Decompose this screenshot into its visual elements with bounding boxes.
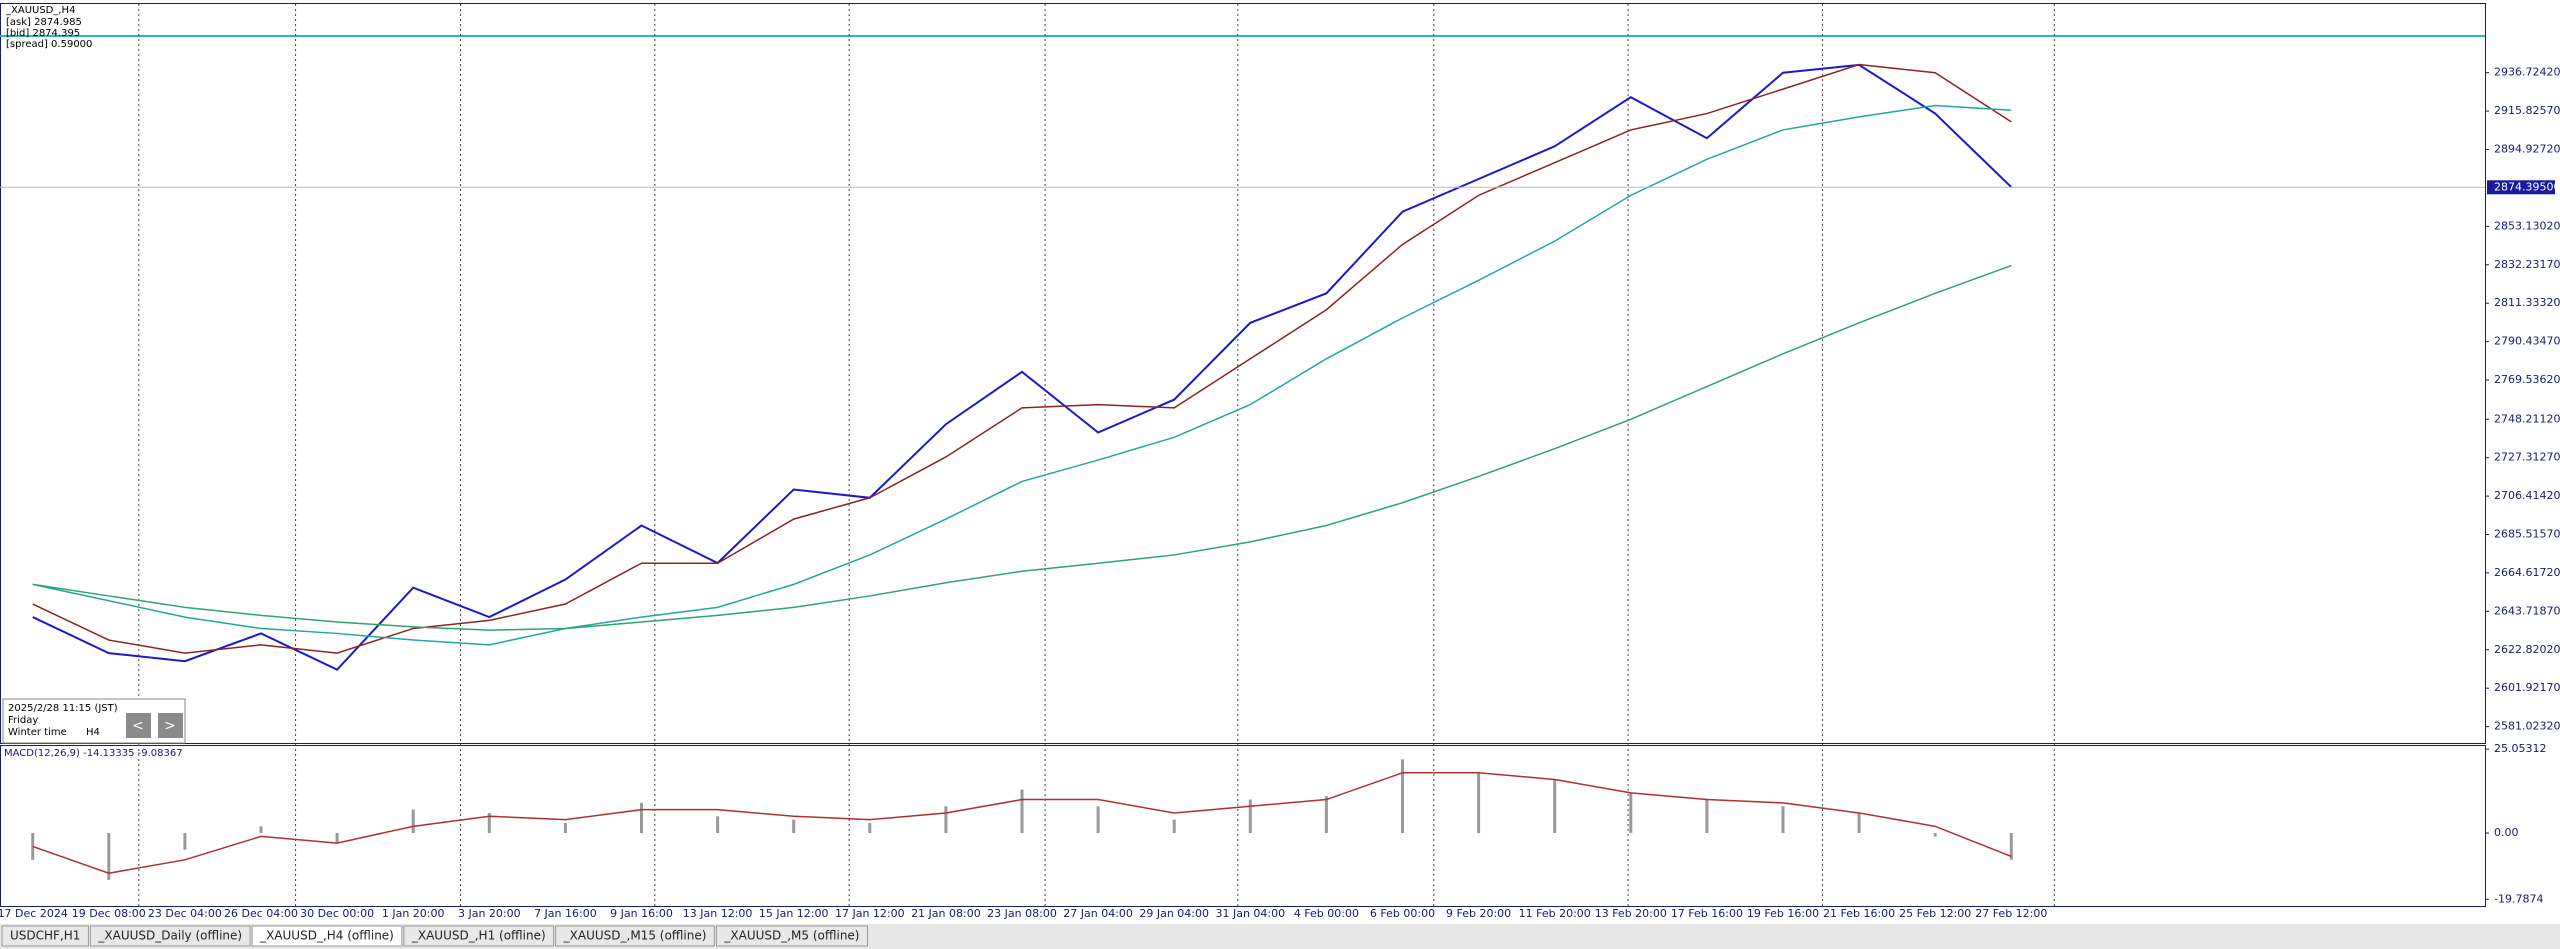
y-tick-label: 2790.43470 — [2494, 335, 2560, 348]
ask: [ask] 2874.985 — [6, 17, 82, 28]
x-tick-label: 3 Jan 20:00 — [458, 907, 521, 920]
prev-button[interactable] — [126, 713, 151, 738]
y-tick-label: 2748.21120 — [2494, 412, 2560, 425]
x-tick-label: 29 Jan 04:00 — [1139, 907, 1209, 920]
next-button[interactable] — [158, 713, 183, 738]
tab-label[interactable]: _XAUUSD_,M15 (offline) — [563, 929, 707, 943]
y-tick-label: 2894.92720 — [2494, 143, 2560, 156]
macd-frame — [0, 745, 2486, 907]
price-line — [32, 264, 2012, 631]
x-tick-label: 17 Feb 16:00 — [1671, 907, 1743, 920]
info-timeframe: H4 — [86, 727, 100, 738]
y-tick-label: 2643.71870 — [2494, 604, 2560, 617]
tab[interactable] — [555, 925, 715, 947]
y-tick-label: 2853.13020 — [2494, 219, 2560, 232]
x-tick-label: 27 Jan 04:00 — [1063, 907, 1133, 920]
tab-label[interactable]: _XAUUSD_Daily (offline) — [97, 929, 242, 943]
x-tick-label: 19 Feb 16:00 — [1747, 907, 1819, 920]
info-datetime: 2025/2/28 11:15 (JST) — [8, 703, 118, 714]
tab[interactable] — [403, 925, 555, 947]
y-tick-label: 2706.41420 — [2494, 489, 2560, 502]
x-tick-label: 11 Feb 20:00 — [1519, 907, 1591, 920]
y-tick-label: 2727.31270 — [2494, 451, 2560, 464]
y-tick-label: 2832.23170 — [2494, 258, 2560, 271]
x-tick-label: 23 Dec 04:00 — [148, 907, 222, 920]
tab-label[interactable]: _XAUUSD_,H4 (offline) — [259, 929, 394, 943]
y-tick-label: -19.7874 — [2494, 892, 2543, 905]
y-tick-label: 0.00 — [2494, 826, 2519, 839]
price-line — [32, 63, 2012, 671]
info-season: Winter time — [8, 727, 67, 738]
x-tick-label: 13 Feb 20:00 — [1595, 907, 1667, 920]
tab[interactable] — [715, 925, 868, 947]
bid-label: 2874.39500 — [2494, 180, 2560, 193]
signal-line — [32, 772, 2012, 874]
info-panel — [2, 698, 186, 744]
x-tick-label: 6 Feb 00:00 — [1370, 907, 1435, 920]
macd-title: MACD(12,26,9) -14.13335 -9.08367 — [4, 748, 183, 759]
x-tick-label: 4 Feb 00:00 — [1294, 907, 1359, 920]
x-tick-label: 9 Feb 20:00 — [1446, 907, 1511, 920]
y-tick-label: 2915.82570 — [2494, 104, 2560, 117]
price-line — [32, 104, 2012, 646]
x-tick-label: 30 Dec 00:00 — [300, 907, 374, 920]
next-label[interactable]: > — [164, 718, 176, 734]
y-tick-label: 2811.33320 — [2494, 296, 2560, 309]
x-tick-label: 23 Jan 08:00 — [987, 907, 1057, 920]
x-tick-label: 1 Jan 20:00 — [382, 907, 445, 920]
separators — [138, 4, 2055, 906]
x-tick-label: 15 Jan 12:00 — [759, 907, 829, 920]
x-tick-label: 21 Jan 08:00 — [911, 907, 981, 920]
tab-label[interactable]: _XAUUSD_,H1 (offline) — [411, 929, 546, 943]
y-tick-label: 2685.51570 — [2494, 528, 2560, 541]
prev-label[interactable]: < — [132, 718, 144, 734]
y-tick-label: 2601.92170 — [2494, 681, 2560, 694]
price-line — [32, 63, 2012, 654]
y-tick-label: 2664.61720 — [2494, 566, 2560, 579]
y-tick-label: 2936.72420 — [2494, 66, 2560, 79]
x-tick-label: 26 Dec 04:00 — [224, 907, 298, 920]
x-tick-label: 17 Jan 12:00 — [835, 907, 905, 920]
info-box: 2025/2/28 11:15 (JST) Friday Winter time… — [2, 698, 186, 744]
bid: [bid] 2874.395 — [6, 28, 80, 39]
info-day: Friday — [8, 715, 38, 726]
tab[interactable] — [251, 925, 403, 947]
x-tick-label: 21 Feb 16:00 — [1823, 907, 1895, 920]
tab[interactable] — [1, 925, 89, 947]
x-tick-label: 19 Dec 08:00 — [72, 907, 146, 920]
x-tick-label: 7 Jan 16:00 — [534, 907, 597, 920]
main-frame — [0, 3, 2486, 744]
bid-box — [2487, 180, 2555, 195]
x-tick-label: 31 Jan 04:00 — [1215, 907, 1285, 920]
y-tick-label: 2581.02320 — [2494, 720, 2560, 733]
tabs: USDCHF,H1 _XAUUSD_Daily (offline) _XAUUSD_… — [1, 925, 868, 947]
y-tick-label: 2769.53620 — [2494, 373, 2560, 386]
x-tick-label: 25 Feb 12:00 — [1899, 907, 1971, 920]
tab-label[interactable]: USDCHF,H1 — [10, 929, 80, 943]
y-tick-label: 25.05312 — [2494, 742, 2547, 755]
x-tick-label: 9 Jan 16:00 — [610, 907, 673, 920]
symbol: _XAUUSD_,H4 — [5, 5, 75, 16]
tab-label[interactable]: _XAUUSD_,M5 (offline) — [723, 929, 859, 943]
y-tick-label: 2622.82020 — [2494, 643, 2560, 656]
x-tick-label: 27 Feb 12:00 — [1975, 907, 2047, 920]
spread: [spread] 0.59000 — [6, 39, 92, 50]
x-tick-label: 13 Jan 12:00 — [683, 907, 753, 920]
tab[interactable] — [89, 925, 251, 947]
x-tick-label: 17 Dec 2024 — [0, 907, 68, 920]
